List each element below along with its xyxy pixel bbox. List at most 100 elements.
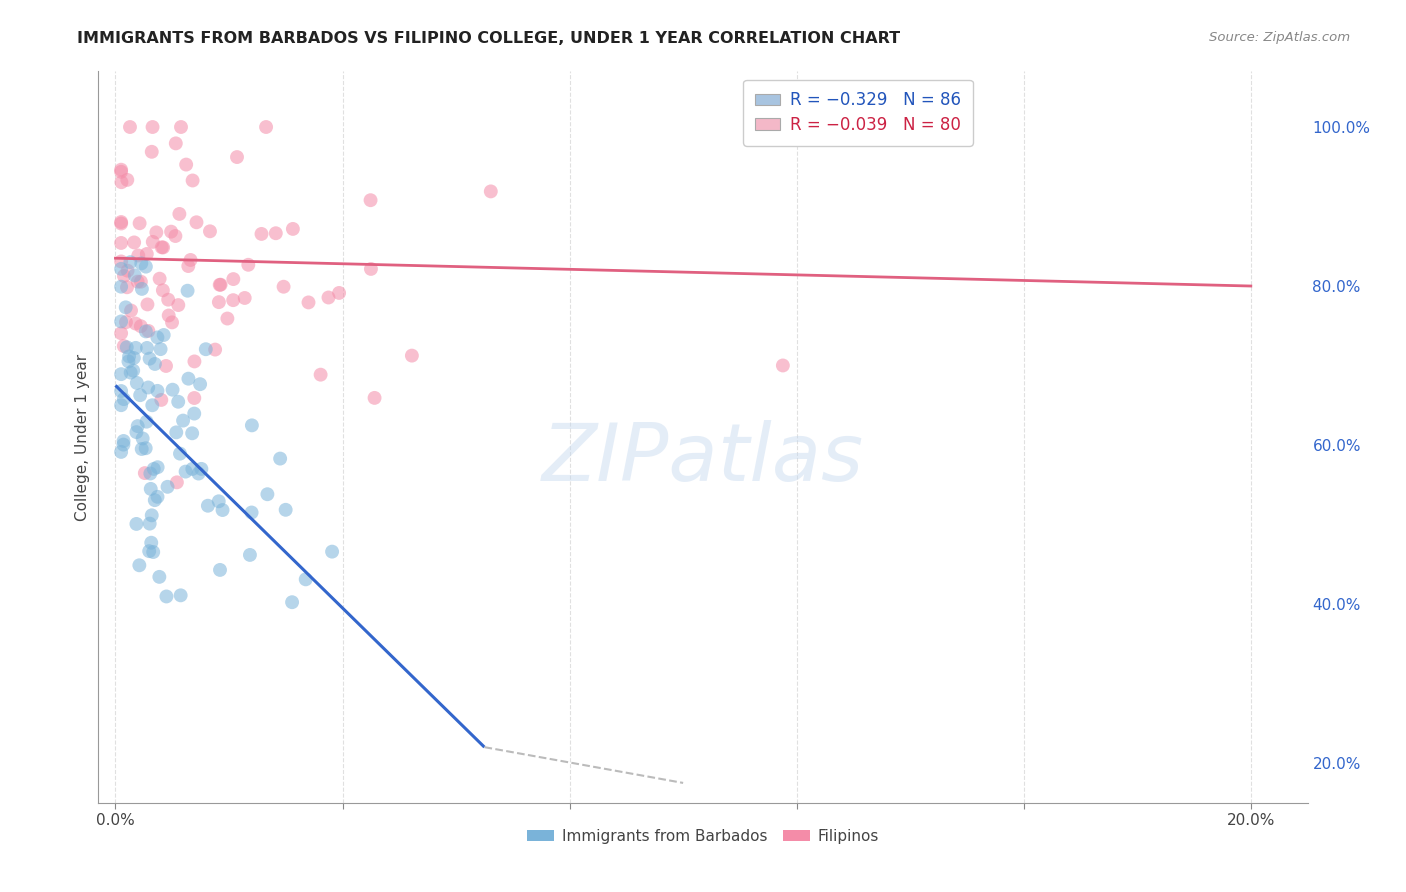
Point <box>152 328 174 343</box>
Point <box>174 465 197 479</box>
Point <box>115 315 138 329</box>
Point <box>360 261 382 276</box>
Point <box>142 235 165 249</box>
Point <box>110 279 132 293</box>
Point <box>321 544 343 558</box>
Point <box>217 311 239 326</box>
Point <box>146 490 169 504</box>
Point <box>110 175 132 189</box>
Point <box>125 376 148 390</box>
Point <box>183 391 205 405</box>
Point <box>170 120 193 134</box>
Point <box>127 419 149 434</box>
Point <box>120 366 142 380</box>
Point <box>148 570 170 584</box>
Point <box>181 426 204 441</box>
Point <box>142 462 165 476</box>
Point <box>138 351 160 366</box>
Point <box>110 235 132 250</box>
Point <box>239 548 262 562</box>
Point <box>226 150 249 164</box>
Point <box>110 384 132 398</box>
Point <box>165 425 187 440</box>
Point <box>131 282 153 296</box>
Point <box>165 229 187 244</box>
Point <box>122 351 145 365</box>
Point <box>177 259 200 273</box>
Point <box>183 354 205 368</box>
Point <box>150 240 173 254</box>
Point <box>143 493 166 508</box>
Point <box>174 157 197 171</box>
Point <box>146 384 169 398</box>
Point <box>152 283 174 297</box>
Point <box>190 462 212 476</box>
Point <box>328 285 350 300</box>
Point <box>197 499 219 513</box>
Point <box>238 258 260 272</box>
Point <box>479 185 502 199</box>
Point <box>157 293 180 307</box>
Point <box>136 341 159 355</box>
Point <box>269 451 291 466</box>
Point <box>110 261 132 276</box>
Point <box>135 247 157 261</box>
Point <box>187 467 209 481</box>
Point <box>183 407 205 421</box>
Point <box>128 216 150 230</box>
Point <box>176 284 198 298</box>
Point <box>135 325 157 339</box>
Point <box>131 442 153 456</box>
Point <box>160 315 183 329</box>
Point <box>145 226 167 240</box>
Point <box>128 558 150 573</box>
Point <box>167 298 190 312</box>
Point <box>127 275 149 289</box>
Point <box>112 268 135 283</box>
Legend: Immigrants from Barbados, Filipinos: Immigrants from Barbados, Filipinos <box>520 822 886 850</box>
Point <box>110 367 132 381</box>
Point <box>127 248 149 262</box>
Point <box>124 268 146 283</box>
Point <box>167 394 190 409</box>
Point <box>112 437 135 451</box>
Point <box>125 516 148 531</box>
Point <box>141 535 163 549</box>
Point <box>273 279 295 293</box>
Point <box>401 349 423 363</box>
Point <box>124 317 146 331</box>
Point <box>169 207 191 221</box>
Point <box>274 503 297 517</box>
Point <box>115 280 138 294</box>
Point <box>297 295 319 310</box>
Point <box>166 475 188 490</box>
Point <box>112 339 135 353</box>
Point <box>165 136 187 151</box>
Point <box>138 516 160 531</box>
Point <box>110 215 132 229</box>
Point <box>150 392 173 407</box>
Point <box>135 260 157 274</box>
Point <box>136 297 159 311</box>
Point <box>149 342 172 356</box>
Point <box>186 215 208 229</box>
Point <box>155 590 177 604</box>
Point <box>180 252 202 267</box>
Point <box>309 368 332 382</box>
Point <box>233 291 256 305</box>
Point <box>188 377 211 392</box>
Point <box>110 254 132 268</box>
Point <box>120 255 142 269</box>
Point <box>114 301 136 315</box>
Point <box>204 343 226 357</box>
Point <box>141 145 163 159</box>
Point <box>254 120 277 134</box>
Point <box>211 503 233 517</box>
Point <box>139 482 162 496</box>
Point <box>250 227 273 241</box>
Point <box>117 263 139 277</box>
Point <box>281 222 304 236</box>
Point <box>256 487 278 501</box>
Point <box>209 277 232 292</box>
Point <box>118 120 141 134</box>
